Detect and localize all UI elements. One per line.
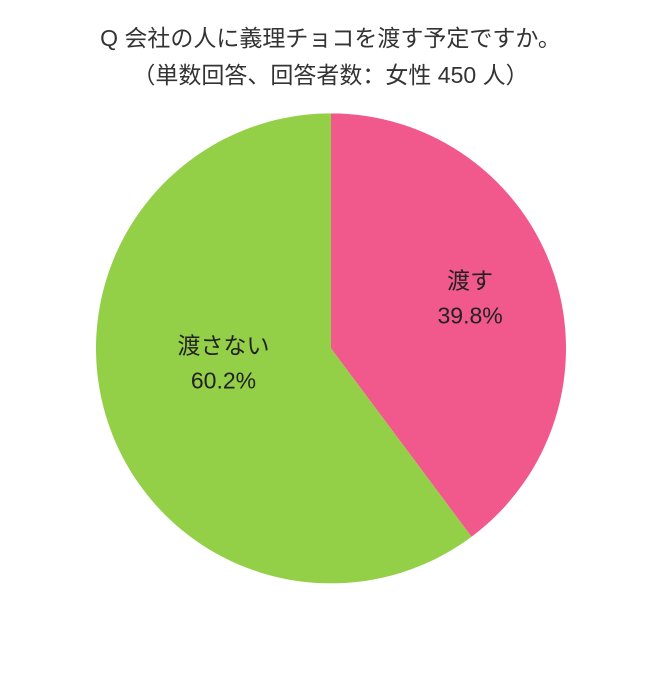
slice-label-1: 渡さない 60.2% — [178, 328, 270, 399]
pie-svg — [96, 113, 566, 583]
title-line-2: （単数回答、回答者数：女性 450 人） — [0, 57, 661, 94]
title-line-1: Q 会社の人に義理チョコを渡す予定ですか。 — [0, 20, 661, 57]
slice-label-0: 渡す 39.8% — [438, 263, 503, 334]
pie-chart: 渡す 39.8% 渡さない 60.2% — [96, 113, 566, 583]
slice-name-1: 渡さない — [178, 328, 270, 364]
chart-title: Q 会社の人に義理チョコを渡す予定ですか。 （単数回答、回答者数：女性 450 … — [0, 20, 661, 94]
slice-percent-0: 39.8% — [438, 299, 503, 335]
slice-percent-1: 60.2% — [178, 364, 270, 400]
slice-name-0: 渡す — [438, 263, 503, 299]
